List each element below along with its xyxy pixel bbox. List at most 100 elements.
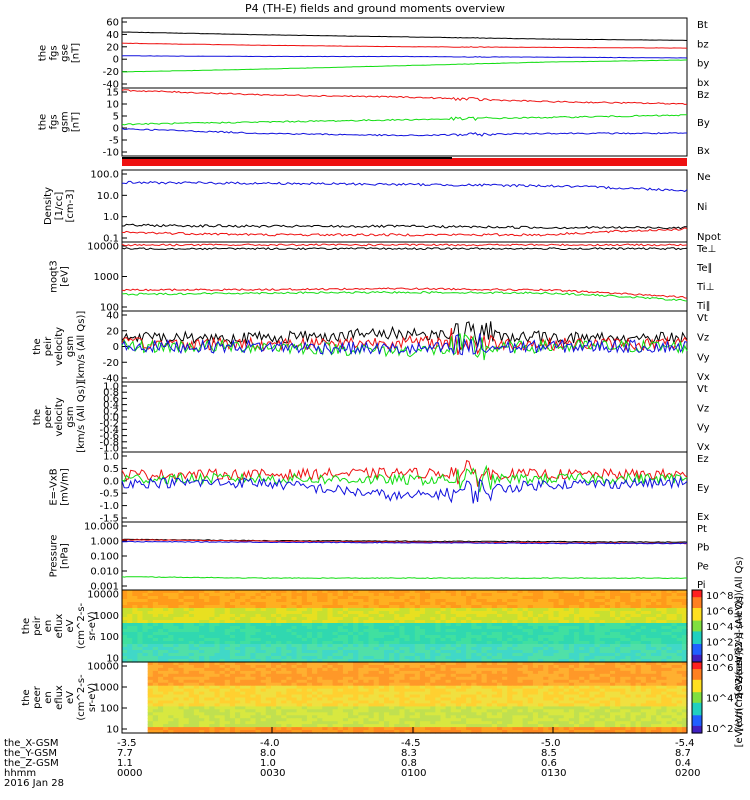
spectrogram-cell	[532, 653, 539, 657]
spectrogram-cell	[620, 691, 626, 696]
spectrogram-cell	[193, 667, 200, 672]
spectrogram-cell	[671, 632, 678, 636]
spectrogram-cell	[183, 611, 190, 615]
spectrogram-cell	[604, 703, 611, 707]
spectrogram-cell	[276, 712, 282, 716]
spectrogram-cell	[327, 605, 334, 609]
spectrogram-cell	[301, 608, 308, 612]
y-tick-label: 10	[106, 725, 119, 736]
spectrogram-cell	[358, 667, 364, 672]
spectrogram-cell	[610, 670, 616, 675]
spectrogram-cell	[491, 638, 498, 642]
y-axis-label: eflux	[54, 685, 65, 710]
spectrogram-cell	[183, 641, 190, 645]
spectrogram-cell	[271, 635, 277, 639]
spectrogram-cell	[599, 691, 606, 696]
spectrogram-cell	[604, 697, 611, 702]
spectrogram-cell	[604, 617, 611, 621]
y-tick-label: 5	[113, 112, 119, 123]
spectrogram-cell	[332, 602, 339, 606]
spectrogram-cell	[224, 662, 231, 666]
spectrogram-cell	[615, 656, 621, 660]
spectrogram-cell	[152, 718, 159, 722]
spectrogram-cell	[651, 605, 657, 609]
spectrogram-cell	[599, 620, 606, 624]
spectrogram-cell	[466, 653, 472, 657]
spectrogram-cell	[497, 650, 503, 654]
spectrogram-cell	[178, 644, 185, 648]
spectrogram-cell	[265, 623, 272, 627]
spectrogram-cell	[630, 638, 637, 642]
spectrogram-cell	[440, 703, 447, 707]
spectrogram-cell	[389, 662, 395, 666]
spectrogram-cell	[373, 706, 380, 710]
spectrogram-cell	[481, 629, 488, 633]
spectrogram-cell	[399, 667, 406, 672]
spectrogram-cell	[147, 653, 154, 657]
spectrogram-cell	[635, 647, 642, 651]
spectrogram-cell	[497, 662, 503, 666]
spectrogram-cell	[450, 635, 457, 639]
spectrogram-cell	[348, 593, 354, 597]
spectrogram-cell	[127, 641, 133, 645]
spectrogram-cell	[214, 709, 221, 713]
spectrogram-cell	[286, 709, 293, 713]
spectrogram-cell	[640, 605, 647, 609]
spectrogram-cell	[584, 602, 590, 606]
spectrogram-cell	[661, 718, 667, 722]
spectrogram-cell	[353, 667, 359, 672]
spectrogram-cell	[394, 706, 400, 710]
spectrogram-cell	[676, 635, 683, 639]
spectrogram-cell	[651, 614, 657, 618]
spectrogram-cell	[445, 706, 452, 710]
spectrogram-cell	[378, 626, 385, 630]
spectrogram-cell	[656, 709, 662, 713]
spectrogram-cell	[312, 623, 318, 627]
spectrogram-cell	[271, 656, 277, 660]
spectrogram-cell	[671, 697, 678, 702]
spectrogram-cell	[620, 641, 626, 645]
spectrogram-cell	[209, 688, 215, 693]
spectrogram-cell	[173, 656, 180, 660]
spectrogram-cell	[224, 605, 231, 609]
spectrogram-cell	[358, 718, 364, 722]
spectrogram-cell	[522, 611, 529, 615]
spectrogram-cell	[548, 694, 554, 699]
spectrogram-cell	[332, 623, 339, 627]
spectrogram-cell	[281, 653, 287, 657]
spectrogram-cell	[502, 682, 508, 687]
spectrogram-cell	[574, 659, 580, 663]
spectrogram-cell	[178, 712, 185, 716]
spectrogram-cell	[255, 700, 262, 705]
spectrogram-cell	[553, 641, 560, 645]
spectrogram-cell	[332, 638, 339, 642]
spectrogram-cell	[358, 685, 364, 690]
spectrogram-cell	[348, 682, 354, 687]
spectrogram-cell	[512, 593, 519, 597]
spectrogram-cell	[337, 656, 344, 660]
spectrogram-cell	[394, 718, 400, 722]
spectrogram-cell	[656, 623, 662, 627]
spectrogram-cell	[384, 685, 390, 690]
spectrogram-cell	[363, 703, 370, 707]
spectrogram-cell	[414, 715, 421, 719]
spectrogram-cell	[260, 670, 267, 675]
spectrogram-cell	[199, 629, 205, 633]
spectrogram-cell	[471, 620, 477, 624]
spectrogram-cell	[214, 653, 221, 657]
spectrogram-cell	[563, 632, 570, 636]
spectrogram-cell	[435, 662, 441, 666]
spectrogram-cell	[394, 605, 400, 609]
spectrogram-cell	[394, 685, 400, 690]
spectrogram-cell	[486, 685, 493, 690]
spectrogram-cell	[245, 602, 251, 606]
legend-Pe: Pe	[697, 561, 709, 572]
spectrogram-cell	[229, 685, 236, 690]
spectrogram-cell	[327, 614, 334, 618]
spectrogram-cell	[440, 685, 447, 690]
spectrogram-cell	[579, 656, 585, 660]
spectrogram-cell	[122, 620, 128, 624]
spectrogram-cell	[604, 614, 611, 618]
spectrogram-cell	[342, 691, 349, 696]
spectrogram-cell	[671, 590, 678, 594]
